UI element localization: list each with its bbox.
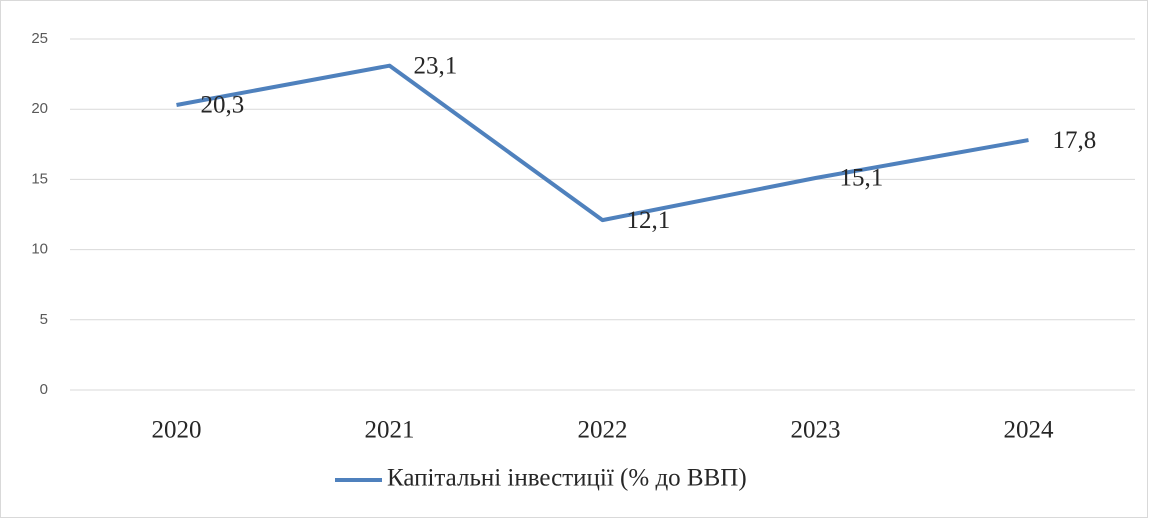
- data-label: 20,3: [201, 92, 245, 119]
- y-tick-label: 5: [40, 311, 48, 328]
- data-label: 17,8: [1053, 127, 1097, 154]
- data-label: 12,1: [627, 207, 671, 234]
- x-tick-label: 2022: [578, 417, 628, 444]
- series-line: [176, 63, 1029, 223]
- y-tick-label: 25: [31, 30, 48, 47]
- x-tick-label: 2021: [365, 417, 415, 444]
- legend-label: Капітальні інвестиції (% до ВВП): [387, 465, 747, 492]
- y-tick-label: 0: [40, 381, 48, 398]
- y-tick-label: 20: [31, 100, 48, 117]
- data-label: 15,1: [840, 165, 884, 192]
- data-label: 23,1: [414, 52, 458, 79]
- x-tick-label: 2020: [152, 417, 202, 444]
- x-tick-label: 2024: [1004, 417, 1055, 444]
- x-tick-label: 2023: [791, 417, 841, 444]
- y-tick-label: 10: [31, 241, 48, 258]
- y-tick-label: 15: [31, 170, 48, 187]
